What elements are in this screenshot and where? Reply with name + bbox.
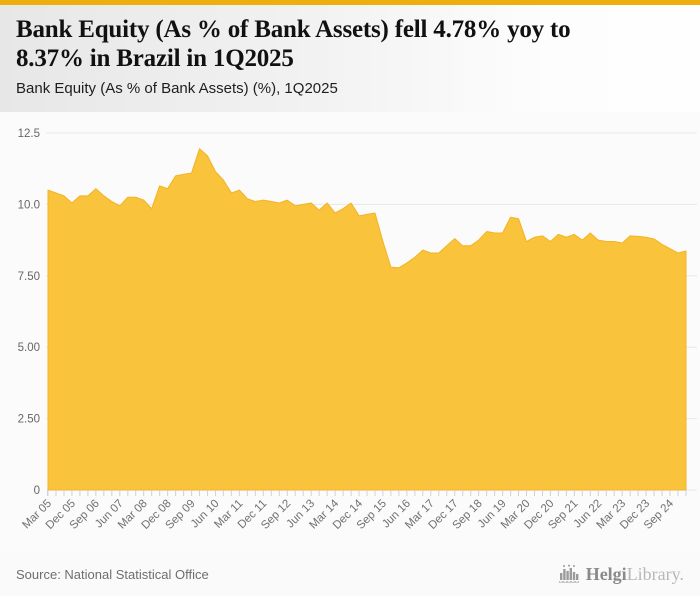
svg-text:12.5: 12.5: [18, 128, 40, 140]
footer: Source: National Statistical Office Helg…: [0, 552, 700, 596]
brand-name: HelgiLibrary.: [586, 564, 684, 585]
y-axis-labels: 12.5 10.0 7.50 5.00 2.50 0: [18, 128, 40, 497]
top-accent-bar: [0, 0, 700, 5]
page-title-line1: Bank Equity (As % of Bank Assets) fell 4…: [16, 16, 571, 43]
page-title: Bank Equity (As % of Bank Assets) fell 4…: [16, 15, 684, 73]
svg-text:0: 0: [34, 485, 40, 497]
helgi-library-logo[interactable]: HelgiLibrary.: [557, 564, 684, 585]
svg-text:2.50: 2.50: [18, 414, 40, 426]
brand-name-primary: Helgi: [585, 563, 627, 584]
source-note: Source: National Statistical Office: [16, 566, 209, 582]
page-title-line2: 8.37% in Brazil in 1Q2025: [16, 45, 294, 72]
svg-text:7.50: 7.50: [18, 271, 40, 283]
x-axis-ticks: [47, 490, 687, 496]
helgi-skyline-icon: [558, 564, 579, 583]
chart-container: 12.5 10.0 7.50 5.00 2.50 0 Mar 05 Dec 05 Sep 06…: [0, 112, 700, 552]
svg-text:10.0: 10.0: [18, 199, 40, 211]
brand-name-secondary: Library.: [626, 563, 684, 584]
svg-text:5.00: 5.00: [18, 342, 40, 354]
header: Bank Equity (As % of Bank Assets) fell 4…: [0, 5, 700, 112]
area-series: [47, 148, 687, 491]
page-subtitle: Bank Equity (As % of Bank Assets) (%), 1…: [16, 80, 338, 97]
